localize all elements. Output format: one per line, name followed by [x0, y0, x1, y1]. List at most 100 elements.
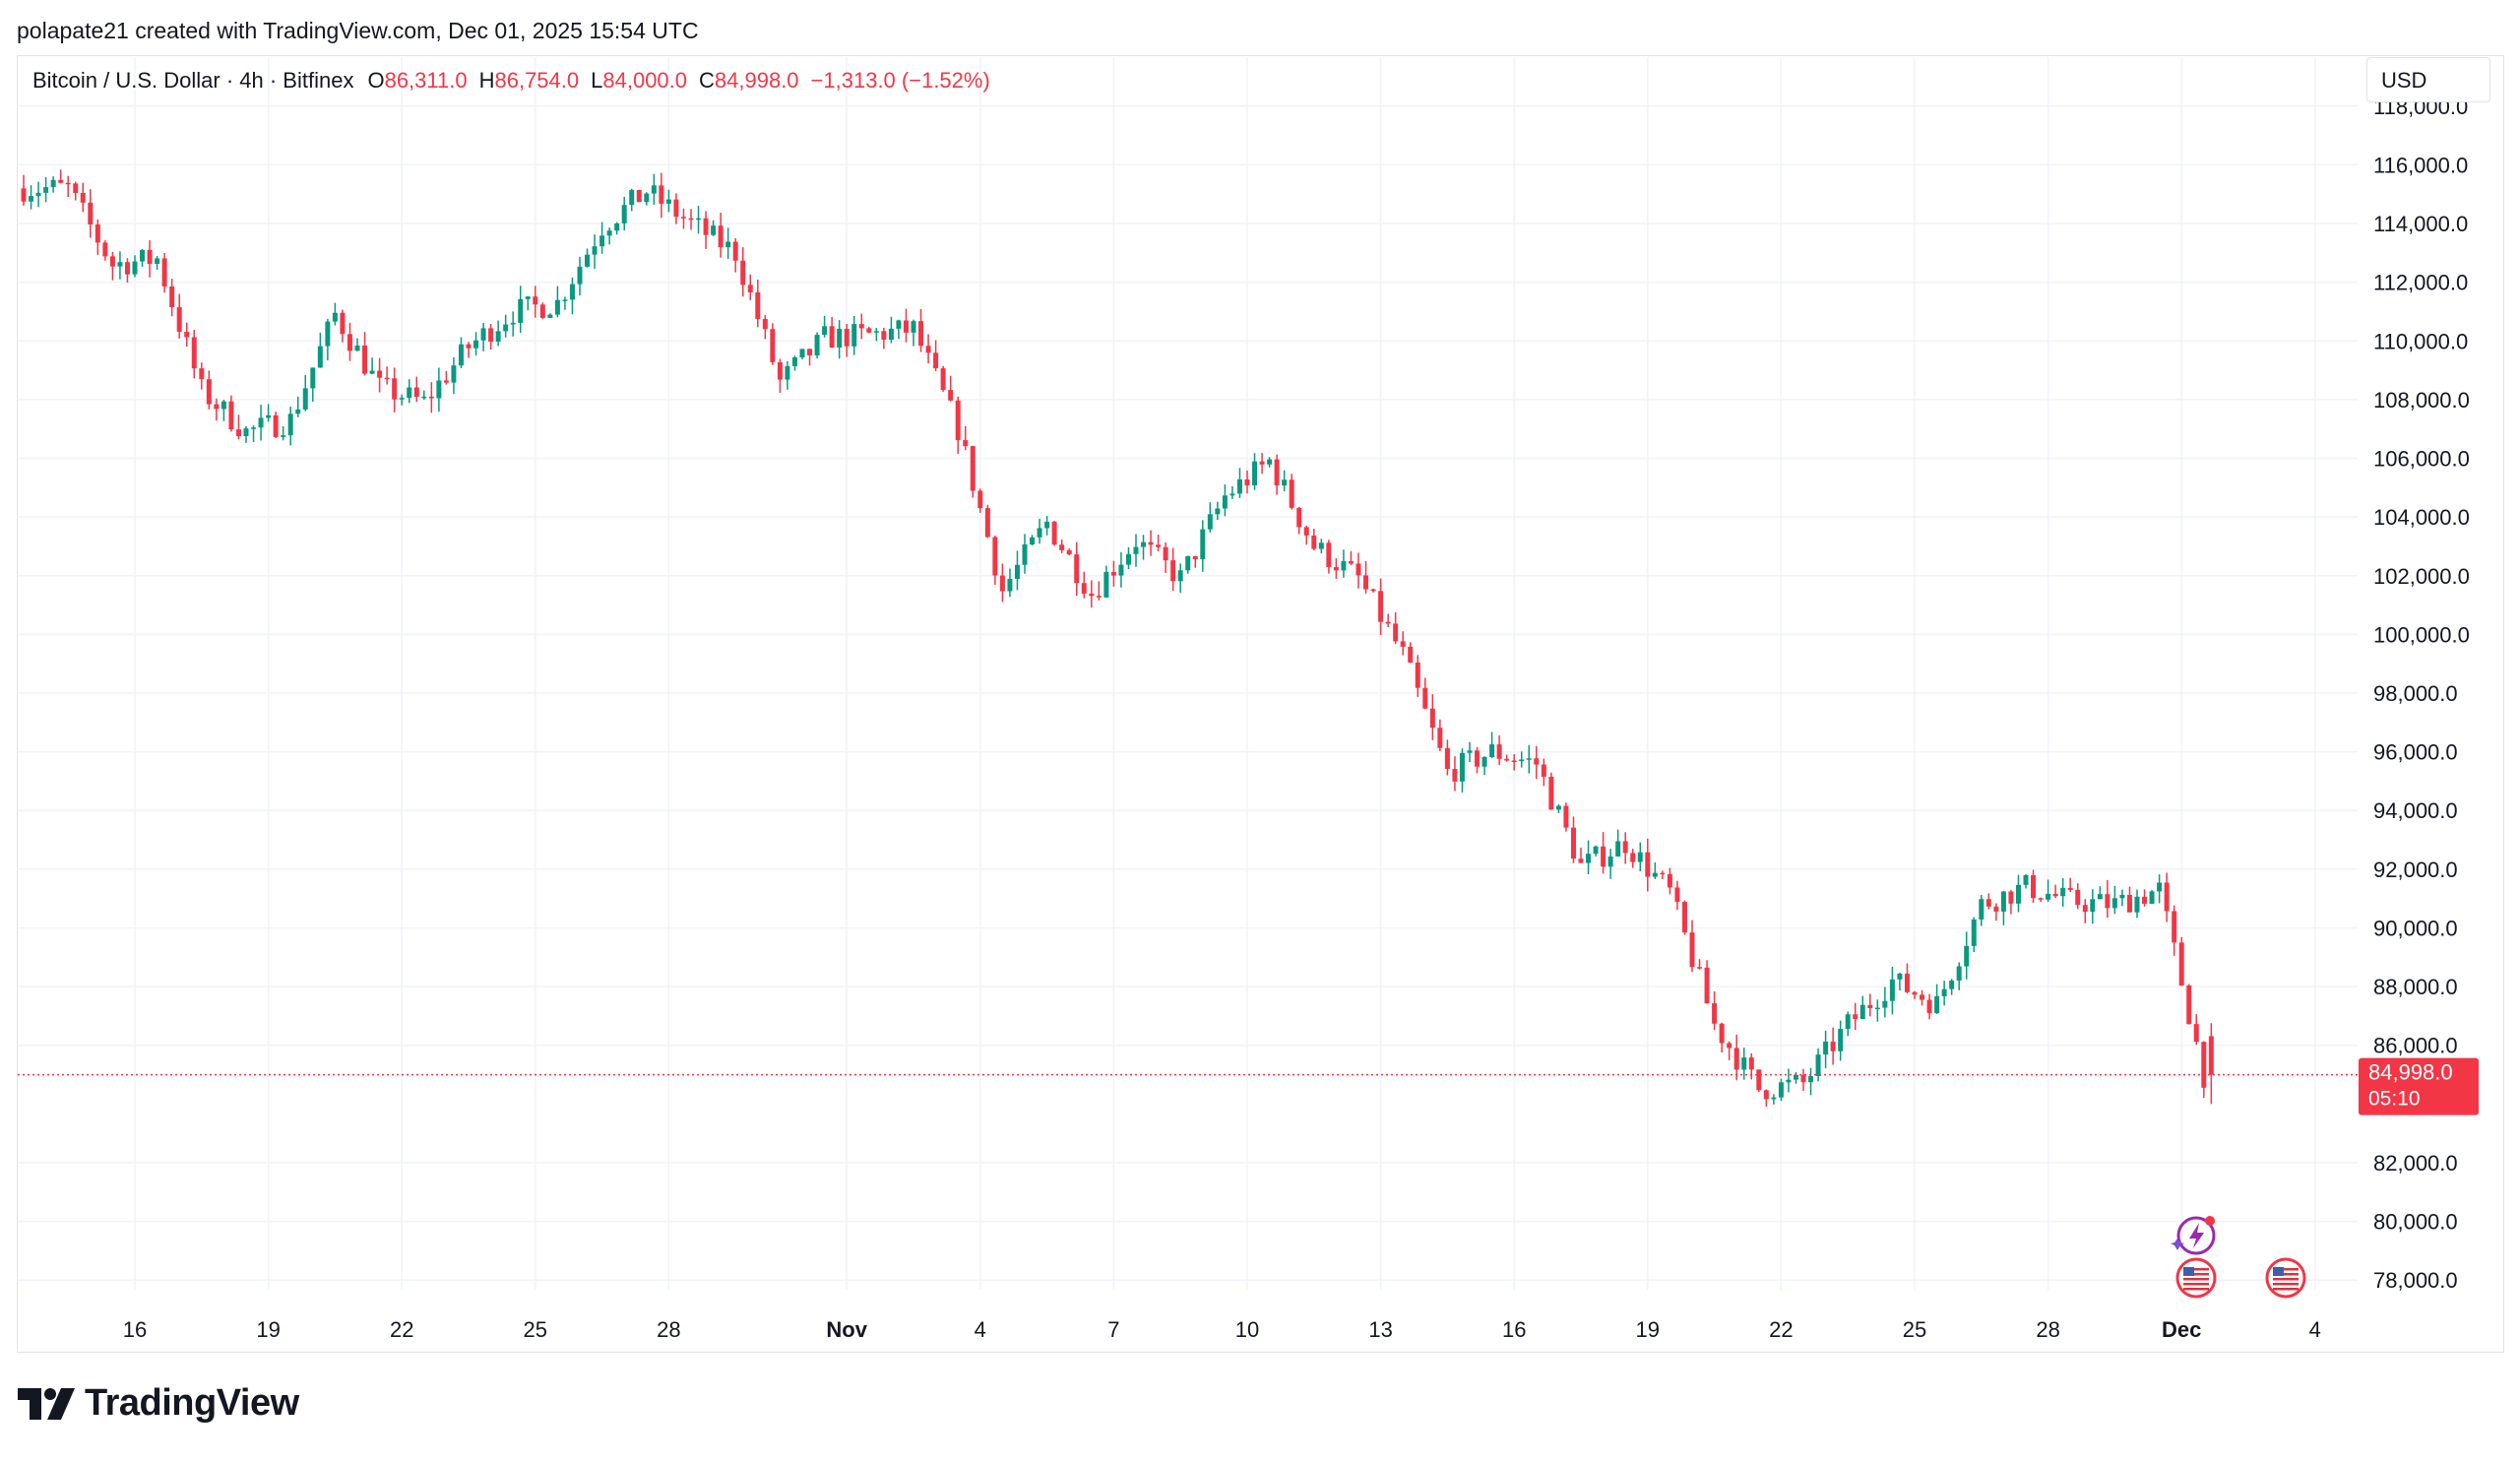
candle-up[interactable] — [332, 312, 338, 322]
candle-up[interactable] — [1007, 578, 1013, 592]
candle-up[interactable] — [629, 189, 635, 206]
candle-down[interactable] — [2031, 874, 2037, 899]
candle-down[interactable] — [925, 346, 931, 353]
candle-down[interactable] — [963, 440, 969, 447]
candle-down[interactable] — [2208, 1036, 2214, 1075]
candle-down[interactable] — [992, 537, 998, 576]
candle-down[interactable] — [2193, 1024, 2199, 1043]
tradingview-logo[interactable]: TradingView — [18, 1382, 299, 1425]
candle-down[interactable] — [866, 328, 872, 333]
candle-up[interactable] — [1778, 1082, 1784, 1098]
candle-down[interactable] — [109, 256, 115, 267]
candle-up[interactable] — [569, 284, 575, 300]
candle-up[interactable] — [1889, 979, 1895, 1001]
candle-down[interactable] — [2172, 911, 2177, 943]
candle-up[interactable] — [1177, 570, 1183, 582]
candle-up[interactable] — [1786, 1079, 1792, 1083]
candle-down[interactable] — [1378, 591, 1384, 622]
candle-up[interactable] — [2111, 898, 2117, 909]
candle-up[interactable] — [1949, 980, 1955, 989]
candle-down[interactable] — [703, 218, 709, 235]
candle-down[interactable] — [673, 199, 679, 218]
candle-down[interactable] — [2164, 882, 2170, 912]
candle-down[interactable] — [80, 192, 86, 203]
candle-up[interactable] — [577, 266, 583, 285]
candle-down[interactable] — [1748, 1057, 1754, 1070]
candle-down[interactable] — [1660, 872, 1666, 875]
candle-up[interactable] — [1607, 856, 1613, 867]
candle-up[interactable] — [1215, 508, 1221, 515]
candle-down[interactable] — [1667, 873, 1672, 888]
candle-down[interactable] — [2075, 889, 2081, 906]
candle-down[interactable] — [102, 242, 108, 257]
candle-up[interactable] — [43, 187, 49, 193]
candle-down[interactable] — [1422, 687, 1428, 709]
candle-down[interactable] — [1853, 1014, 1858, 1019]
candle-down[interactable] — [1733, 1048, 1739, 1070]
candle-up[interactable] — [2015, 884, 2021, 904]
candle-up[interactable] — [1252, 461, 1258, 485]
candle-down[interactable] — [1622, 841, 1628, 854]
candle-up[interactable] — [1741, 1057, 1747, 1070]
candle-down[interactable] — [1830, 1041, 1836, 1051]
candle-down[interactable] — [807, 349, 813, 355]
candle-up[interactable] — [1526, 758, 1532, 760]
candle-up[interactable] — [1652, 872, 1658, 877]
candle-up[interactable] — [325, 321, 331, 347]
candle-down[interactable] — [466, 344, 472, 349]
candle-down[interactable] — [1081, 583, 1087, 594]
candle-down[interactable] — [1570, 827, 1576, 859]
candle-down[interactable] — [94, 223, 100, 243]
candle-down[interactable] — [1110, 571, 1116, 576]
candle-up[interactable] — [421, 396, 427, 399]
candle-up[interactable] — [1133, 546, 1139, 554]
candle-down[interactable] — [73, 183, 79, 193]
candle-up[interactable] — [317, 346, 323, 368]
candle-down[interactable] — [147, 249, 153, 264]
candle-down[interactable] — [1719, 1023, 1725, 1044]
candle-up[interactable] — [1793, 1074, 1798, 1080]
candle-up[interactable] — [651, 185, 657, 194]
candle-up[interactable] — [1771, 1097, 1777, 1100]
symbol-title[interactable]: Bitcoin / U.S. Dollar · 4h · Bitfinex — [32, 68, 354, 93]
candle-down[interactable] — [844, 328, 850, 347]
candle-down[interactable] — [1437, 728, 1443, 748]
candle-down[interactable] — [1192, 556, 1198, 560]
candle-up[interactable] — [606, 230, 612, 236]
candle-up[interactable] — [399, 398, 405, 400]
candle-down[interactable] — [999, 575, 1005, 592]
candle-down[interactable] — [1444, 747, 1450, 769]
candle-down[interactable] — [214, 404, 220, 410]
candle-down[interactable] — [428, 396, 434, 399]
candle-down[interactable] — [1534, 758, 1540, 765]
candle-down[interactable] — [1475, 750, 1480, 767]
candle-up[interactable] — [354, 345, 360, 351]
candle-up[interactable] — [258, 417, 264, 428]
candle-up[interactable] — [785, 365, 790, 380]
candle-up[interactable] — [2060, 887, 2066, 897]
candle-down[interactable] — [1578, 859, 1584, 863]
candle-up[interactable] — [585, 254, 591, 267]
candle-up[interactable] — [592, 246, 598, 255]
candle-down[interactable] — [206, 379, 212, 405]
candle-down[interactable] — [199, 368, 205, 380]
candle-down[interactable] — [1756, 1069, 1762, 1091]
candle-up[interactable] — [510, 322, 516, 325]
candle-up[interactable] — [1815, 1054, 1821, 1077]
candle-up[interactable] — [1964, 945, 1970, 967]
candle-down[interactable] — [1400, 641, 1406, 647]
candle-down[interactable] — [1096, 596, 1102, 598]
candle-down[interactable] — [1681, 902, 1687, 933]
candle-down[interactable] — [346, 334, 352, 351]
candle-up[interactable] — [518, 298, 524, 323]
candle-up[interactable] — [525, 296, 531, 299]
candle-up[interactable] — [2023, 874, 2029, 885]
candle-down[interactable] — [235, 429, 241, 437]
candle-down[interactable] — [1674, 887, 1680, 903]
candle-up[interactable] — [436, 380, 442, 399]
candle-up[interactable] — [873, 331, 879, 333]
candle-down[interactable] — [881, 331, 887, 341]
candle-up[interactable] — [1044, 521, 1050, 529]
candle-up[interactable] — [1555, 805, 1561, 810]
